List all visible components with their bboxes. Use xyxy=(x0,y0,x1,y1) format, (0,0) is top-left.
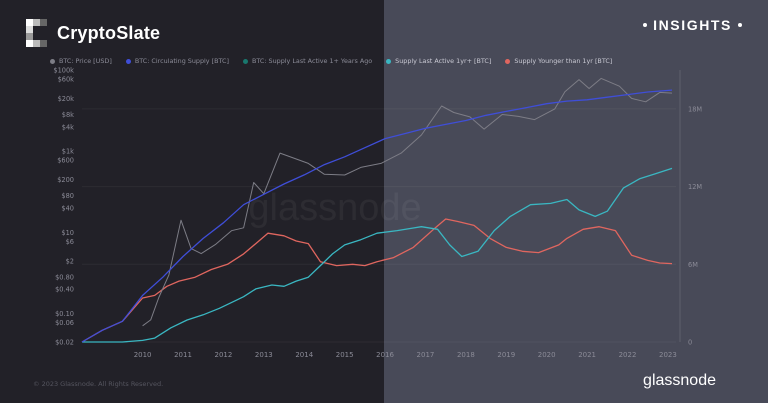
bullet-dot-icon xyxy=(738,23,742,27)
right-tick-label: 18M xyxy=(688,105,702,113)
x-tick-label: 2016 xyxy=(376,351,394,359)
left-tick-label: $80 xyxy=(61,192,74,200)
right-tick-label: 6M xyxy=(688,261,698,269)
x-tick-label: 2011 xyxy=(174,351,192,359)
legend-swatch-icon xyxy=(242,58,248,64)
brand: CryptoSlate xyxy=(26,19,160,47)
left-axis-ticks: $100k$60k$20k$8k$4k$1k$600$200$80$40$10$… xyxy=(53,67,74,347)
x-tick-label: 2023 xyxy=(659,351,677,359)
legend-swatch-icon xyxy=(50,58,55,64)
x-tick-label: 2010 xyxy=(134,351,152,359)
left-tick-label: $0.10 xyxy=(55,310,74,318)
right-axis-ticks: 18M 12M 6M 0 xyxy=(688,105,702,346)
left-tick-label: $10 xyxy=(61,229,74,237)
legend-label: BTC: Circulating Supply [BTC] xyxy=(134,57,229,65)
left-tick-label: $0.80 xyxy=(55,273,74,281)
left-tick-label: $2 xyxy=(66,257,74,265)
insights-badge: INSIGHTS xyxy=(637,17,748,33)
copyright-footer: © 2023 Glassnode. All Rights Reserved. xyxy=(33,380,164,388)
legend-swatch-icon xyxy=(386,58,392,64)
brand-name: CryptoSlate xyxy=(57,22,161,43)
left-tick-label: $0.02 xyxy=(55,339,74,347)
chart-grid xyxy=(82,70,681,343)
x-axis-ticks: 2010 2011 2012 2013 2014 2015 2016 2017 2018 2019… xyxy=(134,351,677,359)
x-tick-label: 2022 xyxy=(619,351,637,359)
left-tick-label: $4k xyxy=(62,123,74,131)
series-line-supply-younger-than-1yr-btc xyxy=(81,218,673,343)
x-tick-label: 2019 xyxy=(497,351,515,359)
legend-label: BTC: Supply Last Active 1+ Years Ago xyxy=(251,57,373,65)
legend-item: Supply Last Active 1yr+ [BTC] xyxy=(386,57,491,65)
left-tick-label: $200 xyxy=(57,176,74,184)
x-tick-label: 2018 xyxy=(457,351,475,359)
right-tick-label: 0 xyxy=(688,339,692,347)
series-line-btc-circulating-supply-btc xyxy=(81,89,673,343)
left-tick-label: $100k xyxy=(53,67,74,75)
legend-item: BTC: Circulating Supply [BTC] xyxy=(125,57,229,65)
left-tick-label: $0.06 xyxy=(55,319,74,327)
legend-swatch-icon xyxy=(505,58,511,64)
dim-background-panel xyxy=(0,0,384,403)
left-tick-label: $6 xyxy=(66,238,74,246)
insights-label: INSIGHTS xyxy=(653,17,732,33)
right-tick-label: 12M xyxy=(688,183,702,191)
legend-label: Supply Younger than 1yr [BTC] xyxy=(514,57,613,65)
legend-swatch-icon xyxy=(125,58,131,64)
cryptoslate-logo-icon xyxy=(26,19,47,47)
series-line-btc-price-usd xyxy=(142,77,673,327)
x-tick-label: 2013 xyxy=(255,351,273,359)
legend-label: BTC: Price [USD] xyxy=(59,57,112,65)
x-tick-label: 2021 xyxy=(578,351,596,359)
left-tick-label: $40 xyxy=(61,204,74,212)
glassnode-brand: glassnode xyxy=(643,372,716,389)
chart-legend: BTC: Price [USD] BTC: Circulating Supply… xyxy=(50,57,612,65)
legend-item: BTC: Price [USD] xyxy=(50,57,112,65)
x-tick-label: 2014 xyxy=(295,351,313,359)
chart-watermark: glassnode xyxy=(248,187,421,229)
legend-item: BTC: Supply Last Active 1+ Years Ago xyxy=(242,57,373,65)
x-tick-label: 2015 xyxy=(336,351,354,359)
x-tick-label: 2020 xyxy=(538,351,556,359)
left-tick-label: $8k xyxy=(62,111,74,119)
highlight-background-panel xyxy=(384,0,768,403)
x-tick-label: 2012 xyxy=(215,351,233,359)
x-tick-label: 2017 xyxy=(417,351,435,359)
left-tick-label: $600 xyxy=(57,157,74,165)
series-line-supply-last-active-1yr-btc xyxy=(82,167,673,343)
legend-label: Supply Last Active 1yr+ [BTC] xyxy=(395,57,492,65)
bullet-dot-icon xyxy=(643,23,648,27)
left-tick-label: $0.40 xyxy=(55,286,74,294)
left-tick-label: $20k xyxy=(58,95,75,103)
legend-item: Supply Younger than 1yr [BTC] xyxy=(505,57,612,65)
left-tick-label: $1k xyxy=(62,148,74,156)
series-lines xyxy=(81,77,673,343)
left-tick-label: $60k xyxy=(58,76,75,84)
